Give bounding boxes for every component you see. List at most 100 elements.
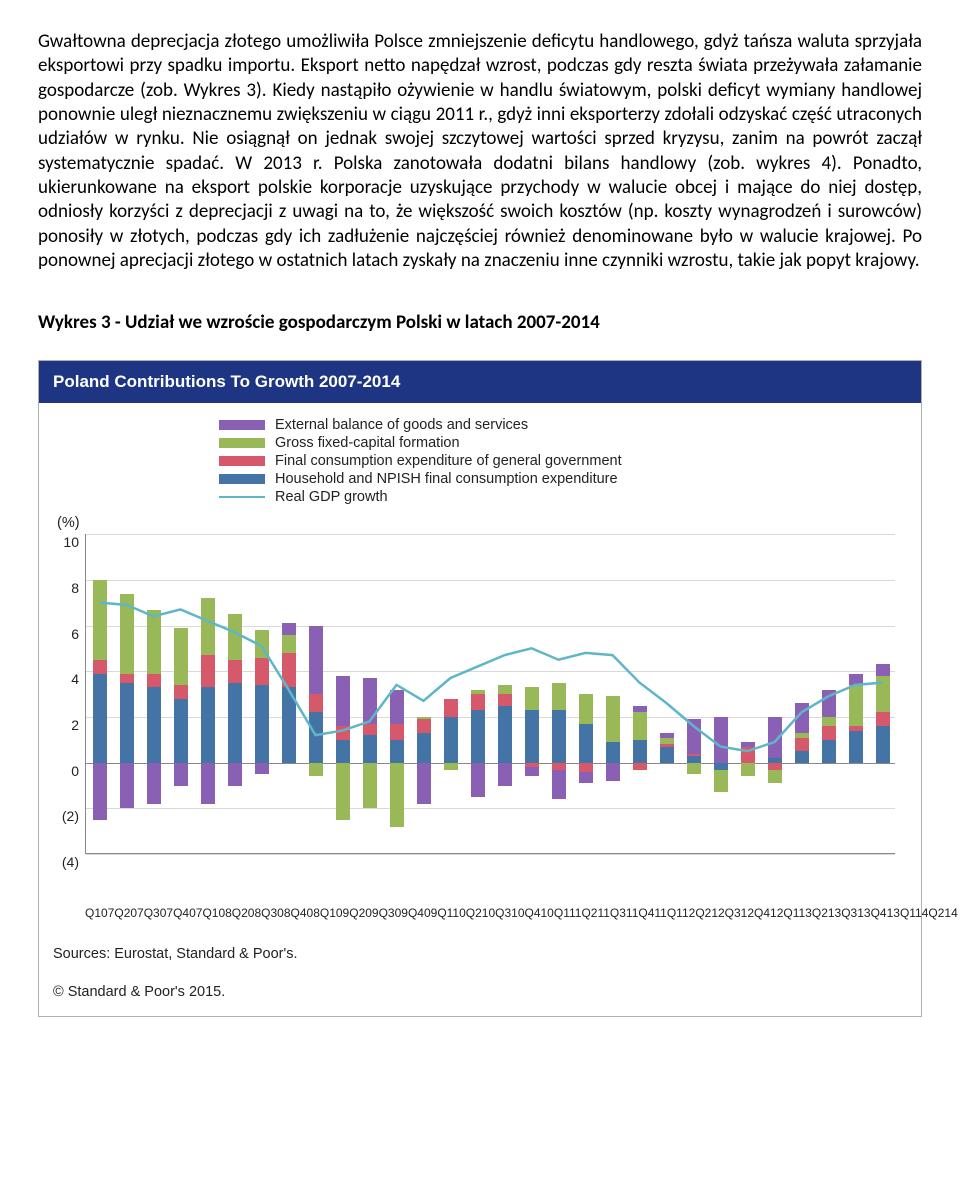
bar-segment xyxy=(390,724,404,740)
bar-segment xyxy=(282,623,296,634)
y-tick-label: 10 xyxy=(63,534,79,580)
bar-segment xyxy=(822,690,836,717)
bar-segment xyxy=(174,628,188,685)
legend-item: Gross fixed-capital formation xyxy=(219,435,911,451)
bar-segment xyxy=(552,770,566,800)
bar-segment xyxy=(390,690,404,724)
x-tick-label: Q108 xyxy=(202,906,231,920)
bar-segment xyxy=(228,614,242,660)
bar-segment xyxy=(255,630,269,657)
y-tick-label: (4) xyxy=(62,854,79,900)
bar-segment xyxy=(687,754,701,756)
bar-segment xyxy=(660,747,674,763)
bar-segment xyxy=(363,735,377,762)
y-axis: 1086420(2)(4) xyxy=(49,534,85,900)
bar-segment xyxy=(768,717,782,758)
bar-segment xyxy=(687,763,701,774)
bar-segment xyxy=(417,719,431,733)
legend-label: Household and NPISH final consumption ex… xyxy=(275,471,618,487)
bar-segment xyxy=(93,674,107,763)
bar-segment xyxy=(471,694,485,710)
x-tick-label: Q214 xyxy=(928,906,957,920)
plot-area xyxy=(85,534,895,854)
legend-swatch xyxy=(219,420,265,430)
bar-segment xyxy=(471,690,485,695)
bar-segment xyxy=(120,594,134,674)
bar-segment xyxy=(795,703,809,733)
legend-swatch xyxy=(219,438,265,448)
x-tick-label: Q311 xyxy=(610,906,638,920)
x-tick-label: Q208 xyxy=(232,906,261,920)
bar-segment xyxy=(120,763,134,809)
legend-swatch xyxy=(219,456,265,466)
bar-segment xyxy=(174,699,188,763)
x-tick-label: Q312 xyxy=(725,906,754,920)
bar-segment xyxy=(849,674,863,685)
bar-segment xyxy=(417,733,431,763)
bar-segment xyxy=(498,694,512,705)
bar-segment xyxy=(471,710,485,763)
x-tick-label: Q212 xyxy=(695,906,724,920)
bar-segment xyxy=(741,763,755,777)
x-tick-label: Q107 xyxy=(85,906,114,920)
bar-segment xyxy=(174,763,188,786)
bar-segment xyxy=(309,763,323,777)
grid-line xyxy=(86,580,895,581)
x-tick-label: Q211 xyxy=(581,906,609,920)
bar-segment xyxy=(282,687,296,762)
bar-segment xyxy=(687,719,701,753)
bar-segment xyxy=(444,763,458,770)
legend-label: Final consumption expenditure of general… xyxy=(275,453,622,469)
chart-body: External balance of goods and services Gr… xyxy=(39,403,921,1016)
bar-segment xyxy=(714,763,728,770)
x-tick-label: Q313 xyxy=(841,906,870,920)
bar-segment xyxy=(876,664,890,675)
bar-segment xyxy=(525,767,539,776)
legend-swatch xyxy=(219,496,265,498)
grid-line xyxy=(86,534,895,535)
x-tick-label: Q109 xyxy=(320,906,349,920)
bar-segment xyxy=(201,763,215,804)
bar-segment xyxy=(363,724,377,735)
legend-item: External balance of goods and services xyxy=(219,417,911,433)
bar-segment xyxy=(687,756,701,763)
bar-segment xyxy=(309,626,323,695)
bar-segment xyxy=(795,738,809,752)
bar-segment xyxy=(228,763,242,786)
grid-line xyxy=(86,808,895,809)
bar-segment xyxy=(579,724,593,763)
y-tick-label: (2) xyxy=(62,808,79,854)
x-tick-label: Q209 xyxy=(349,906,378,920)
bar-segment xyxy=(633,763,647,770)
bar-segment xyxy=(498,685,512,694)
bar-segment xyxy=(849,731,863,763)
legend-item: Household and NPISH final consumption ex… xyxy=(219,471,911,487)
grid-line xyxy=(86,854,895,855)
bar-segment xyxy=(633,706,647,713)
legend-item: Real GDP growth xyxy=(219,489,911,505)
bar-segment xyxy=(336,763,350,820)
bar-segment xyxy=(552,763,566,770)
chart-container: Poland Contributions To Growth 2007-2014… xyxy=(38,360,922,1017)
x-axis: Q107Q207Q307Q407Q108Q208Q308Q408Q109Q209… xyxy=(85,906,895,920)
bar-segment xyxy=(255,658,269,685)
x-tick-label: Q408 xyxy=(291,906,320,920)
bar-segment xyxy=(579,763,593,772)
chart-copyright: © Standard & Poor's 2015. xyxy=(53,984,911,1000)
bar-segment xyxy=(633,712,647,739)
x-tick-label: Q114 xyxy=(900,906,928,920)
bar-segment xyxy=(741,747,755,763)
x-tick-label: Q410 xyxy=(525,906,554,920)
bar-segment xyxy=(822,726,836,740)
bar-segment xyxy=(147,687,161,762)
bar-segment xyxy=(660,744,674,746)
bar-segment xyxy=(525,687,539,710)
x-tick-label: Q210 xyxy=(466,906,495,920)
chart-caption: Wykres 3 - Udział we wzroście gospodarcz… xyxy=(38,311,922,334)
x-tick-label: Q309 xyxy=(379,906,408,920)
legend-label: Real GDP growth xyxy=(275,489,388,505)
x-tick-label: Q407 xyxy=(173,906,202,920)
bar-segment xyxy=(633,740,647,763)
bar-segment xyxy=(93,580,107,660)
y-tick-label: 4 xyxy=(71,671,79,717)
